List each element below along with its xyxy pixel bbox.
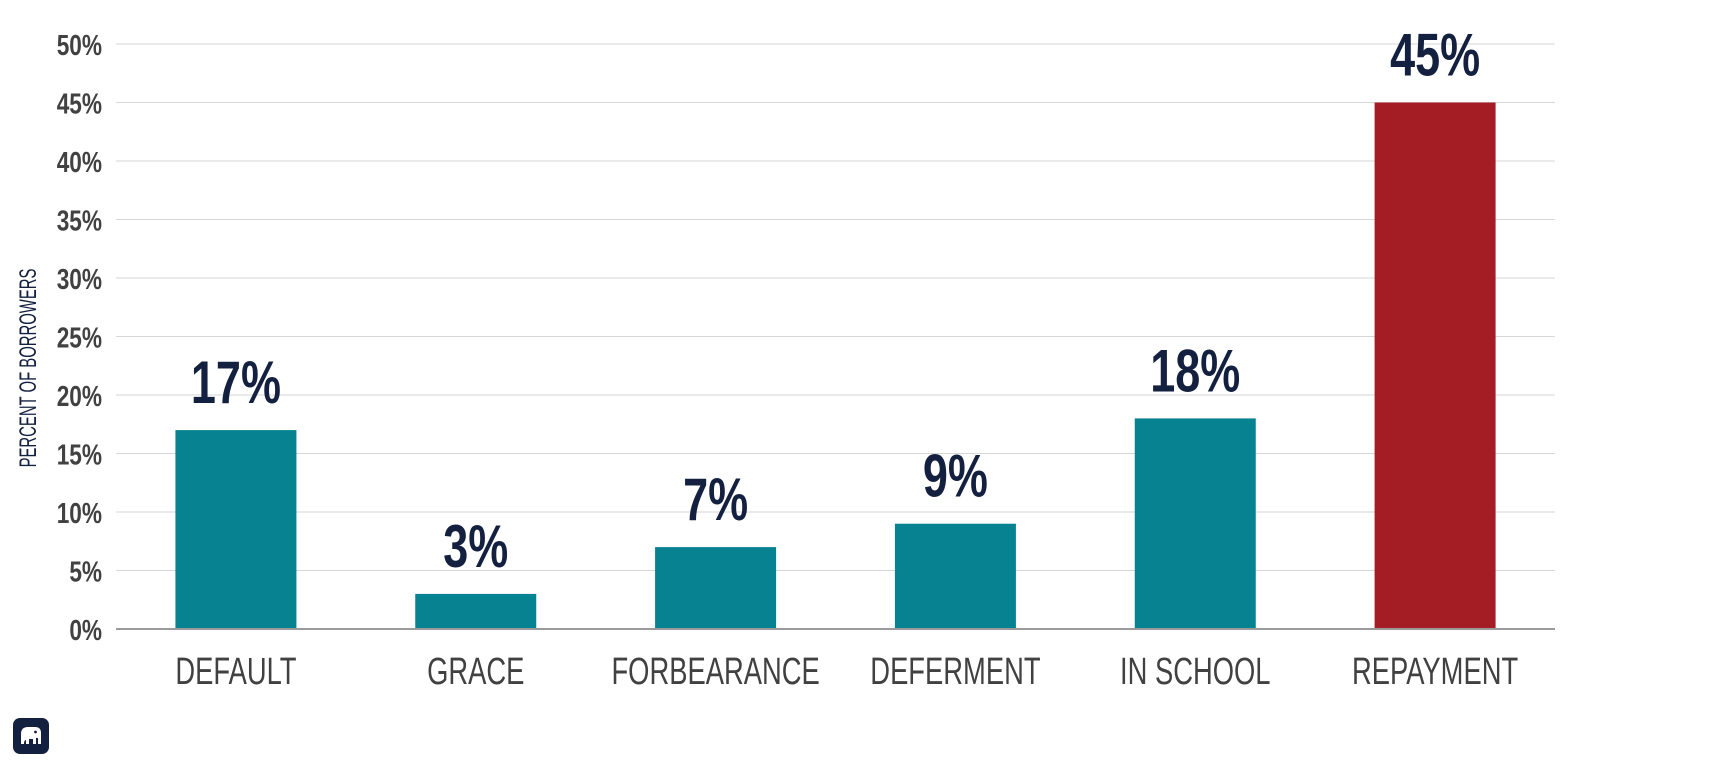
y-tick-label: 5% xyxy=(69,555,102,588)
gridlines xyxy=(116,43,1555,571)
elephant-icon xyxy=(21,727,41,744)
category-label: IN SCHOOL xyxy=(1120,651,1271,693)
y-axis-label: PERCENT OF BORROWERS xyxy=(16,269,42,468)
category-label: FORBEARANCE xyxy=(611,651,819,693)
category-labels: DEFAULT GRACE FORBEARANCE DEFERMENT IN SCHOO… xyxy=(175,651,1518,693)
y-tick-label: 50% xyxy=(57,28,102,61)
bar-forbearance xyxy=(655,547,777,629)
bars xyxy=(175,102,1496,629)
data-label: 9% xyxy=(923,444,988,511)
data-label: 3% xyxy=(443,514,508,581)
y-tick-labels: 0% 5% 10% 15% 20% 25% 30% 35% 40% 45% 50% xyxy=(57,28,102,646)
y-tick-label: 20% xyxy=(57,379,102,412)
y-tick-label: 35% xyxy=(57,204,102,237)
y-tick-label: 40% xyxy=(57,145,102,178)
data-label: 45% xyxy=(1390,22,1480,89)
category-label: DEFERMENT xyxy=(870,651,1040,693)
elephant-logo xyxy=(13,718,49,754)
category-label: GRACE xyxy=(427,651,524,693)
y-tick-label: 25% xyxy=(57,321,102,354)
bar-grace xyxy=(415,593,537,629)
y-tick-label: 0% xyxy=(69,613,102,646)
bar-repayment xyxy=(1374,102,1496,629)
category-label: REPAYMENT xyxy=(1352,651,1518,693)
data-labels: 17% 3% 7% 9% 18% 45% xyxy=(191,22,1480,580)
data-label: 18% xyxy=(1150,338,1240,405)
bar-default xyxy=(175,430,297,629)
y-tick-label: 15% xyxy=(57,438,102,471)
y-tick-label: 10% xyxy=(57,496,102,529)
y-tick-label: 45% xyxy=(57,87,102,120)
data-label: 7% xyxy=(683,467,748,534)
bar-deferment xyxy=(894,523,1016,629)
category-label: DEFAULT xyxy=(175,651,296,693)
bar-in-school xyxy=(1134,418,1256,629)
data-label: 17% xyxy=(191,350,281,417)
y-tick-label: 30% xyxy=(57,262,102,295)
